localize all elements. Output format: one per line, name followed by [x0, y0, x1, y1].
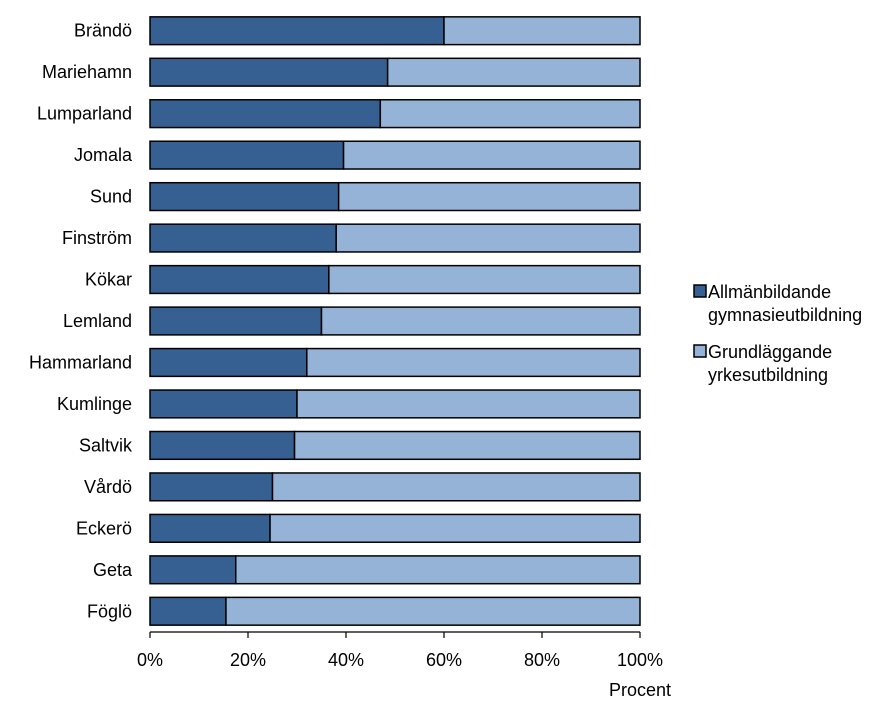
- category-label: Kökar: [85, 270, 132, 290]
- x-tick-label: 20%: [230, 650, 266, 670]
- category-label: Sund: [90, 187, 132, 207]
- category-label: Saltvik: [79, 435, 133, 455]
- bar-grundlaggande: [337, 181, 641, 212]
- bar-grundlaggande: [379, 99, 641, 129]
- category-labels: Brändö Mariehamn Lumparland Jomala Sund Finst…: [29, 21, 133, 622]
- bar-grundlaggande: [235, 555, 641, 585]
- x-tick-label: 60%: [426, 650, 462, 670]
- legend-swatch-allmanbildande: [693, 284, 707, 298]
- category-label: Lemland: [63, 311, 132, 331]
- legend-label-line: Allmänbildande: [708, 282, 831, 302]
- x-tick-label: 100%: [617, 650, 663, 670]
- legend-swatch-grundlaggande: [693, 344, 707, 358]
- bar-allmanbildande: [149, 472, 274, 502]
- bar-allmanbildande: [149, 16, 445, 46]
- bar-allmanbildande: [149, 306, 323, 336]
- legend-label-line: gymnasieutbildning: [708, 305, 862, 325]
- bar-grundlaggande: [225, 596, 641, 626]
- bar-allmanbildande: [149, 596, 227, 626]
- bar-grundlaggande: [306, 347, 641, 378]
- bar-allmanbildande: [149, 264, 330, 295]
- category-label: Hammarland: [29, 352, 132, 372]
- legend: Allmänbildande gymnasieutbildning Grundläg…: [693, 282, 862, 385]
- legend-label-line: Grundläggande: [708, 342, 832, 362]
- bar-allmanbildande: [149, 430, 296, 461]
- bar-allmanbildande: [149, 181, 340, 212]
- bar-allmanbildande: [149, 347, 308, 378]
- x-tick-label: 80%: [524, 650, 560, 670]
- bar-allmanbildande: [149, 513, 271, 543]
- category-label: Geta: [93, 560, 133, 580]
- legend-label-line: yrkesutbildning: [708, 365, 828, 385]
- bar-grundlaggande: [293, 430, 641, 461]
- bar-allmanbildande: [149, 389, 298, 419]
- x-tick-label: 0%: [137, 650, 163, 670]
- bar-allmanbildande: [149, 57, 389, 87]
- category-label: Jomala: [74, 145, 133, 165]
- bar-grundlaggande: [328, 264, 641, 295]
- bar-grundlaggande: [296, 389, 641, 419]
- bar-grundlaggande: [269, 513, 641, 543]
- legend-label-grundlaggande: Grundläggande yrkesutbildning: [708, 342, 832, 385]
- bar-allmanbildande: [149, 99, 382, 129]
- category-label: Föglö: [87, 601, 132, 621]
- bars-group: [149, 16, 641, 626]
- bar-grundlaggande: [342, 140, 641, 170]
- bar-grundlaggande: [335, 223, 641, 253]
- bar-allmanbildande: [149, 223, 337, 253]
- bar-grundlaggande: [443, 16, 641, 46]
- category-label: Mariehamn: [42, 62, 132, 82]
- bar-grundlaggande: [271, 472, 641, 502]
- legend-label-allmanbildande: Allmänbildande gymnasieutbildning: [708, 282, 862, 325]
- x-axis: 0% 20% 40% 60% 80% 100%: [137, 631, 663, 670]
- x-tick-label: 40%: [328, 650, 364, 670]
- category-label: Eckerö: [76, 518, 132, 538]
- category-label: Vårdö: [84, 477, 132, 497]
- bar-allmanbildande: [149, 555, 237, 585]
- category-label: Kumlinge: [57, 394, 132, 414]
- bar-allmanbildande: [149, 140, 345, 170]
- x-axis-title: Procent: [609, 680, 671, 700]
- category-label: Brändö: [74, 21, 132, 41]
- bar-grundlaggande: [320, 306, 641, 336]
- bar-grundlaggande: [386, 57, 641, 87]
- category-label: Lumparland: [37, 104, 132, 124]
- category-label: Finström: [62, 228, 132, 248]
